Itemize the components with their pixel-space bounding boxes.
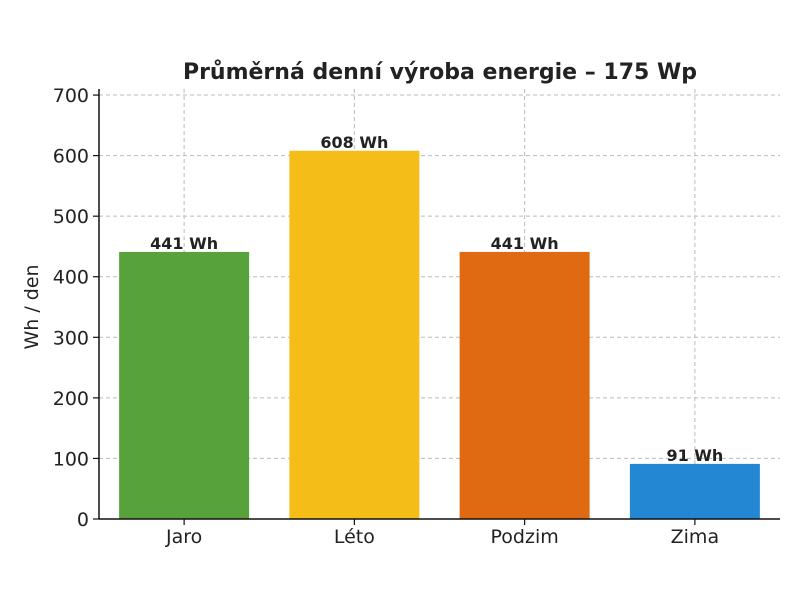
bar-léto [289, 150, 420, 519]
axes: 0 100 200 300 400 500 600 700 Jaro Léto Podzim Zima [53, 85, 780, 548]
data-label: 441 Wh [150, 234, 218, 253]
bars: 441 Wh 608 Wh 441 Wh 91 Wh [119, 133, 760, 519]
data-label: 91 Wh [666, 446, 723, 465]
y-axis-label: Wh / den [21, 264, 43, 349]
x-tick-label: Zima [671, 526, 719, 548]
y-tick-label: 300 [53, 327, 89, 349]
data-label: 608 Wh [320, 133, 388, 152]
y-tick-label: 500 [53, 206, 89, 228]
bar-podzim [459, 251, 590, 519]
x-tick-label: Léto [334, 526, 375, 548]
y-tick-label: 700 [53, 85, 89, 107]
bar-jaro [119, 251, 250, 519]
x-tick-label: Jaro [165, 526, 202, 548]
y-tick-label: 200 [53, 388, 89, 410]
bar-zima [629, 463, 760, 519]
y-tick-label: 600 [53, 146, 89, 168]
x-tick-label: Podzim [491, 526, 559, 548]
y-tick-label: 0 [77, 509, 89, 531]
y-tick-label: 100 [53, 448, 89, 470]
data-label: 441 Wh [491, 234, 559, 253]
y-tick-label: 400 [53, 267, 89, 289]
chart-title: Průměrná denní výroba energie – 175 Wp [183, 60, 697, 85]
